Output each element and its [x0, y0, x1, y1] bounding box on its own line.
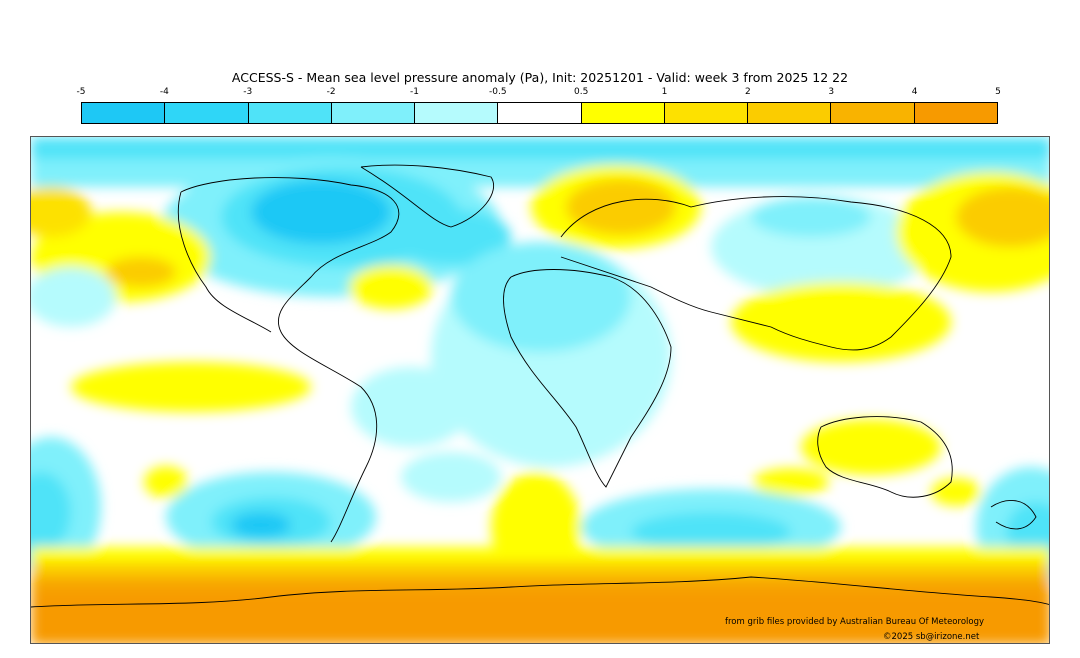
- colorbar-tick-label: 0.5: [574, 87, 589, 97]
- colorbar-tick-label: 1: [661, 87, 668, 97]
- colorbar-segment: [248, 103, 332, 123]
- source-credit: from grib files provided by Australian B…: [725, 617, 985, 627]
- colorbar-tick-label: 2: [745, 87, 751, 97]
- colorbar-segment: [748, 103, 832, 123]
- colorbar-segment: [331, 103, 416, 123]
- map-title: ACCESS-S - Mean sea level pressure anoma…: [231, 70, 849, 85]
- colorbar-tick-label: 4: [911, 87, 918, 97]
- coastlines: [31, 164, 1049, 608]
- colorbar-segment: [831, 103, 915, 123]
- colorbar-tick-label: -2: [326, 87, 336, 97]
- anomaly-field: [31, 137, 1049, 643]
- colorbar-segment: [82, 103, 166, 123]
- colorbar-tick-label: -4: [159, 87, 169, 97]
- colorbar-tick-label: -3: [243, 87, 253, 97]
- colorbar-segment: [165, 103, 249, 123]
- colorbar-segment: [581, 103, 665, 123]
- colorbar-tick-label: -1: [409, 87, 419, 97]
- colorbar-tick-labels: -5 -4 -3 -2 -1 -0.5 0.5 1 2 3 4 5: [77, 87, 1001, 99]
- colorbar: [81, 102, 998, 124]
- colorbar-tick-label: -0.5: [489, 87, 507, 97]
- colorbar-segment: [415, 103, 499, 123]
- colorbar-segment: [498, 103, 582, 123]
- map-svg: [31, 137, 1049, 643]
- colorbar-segment: [914, 103, 997, 123]
- anomaly-map: [30, 136, 1050, 644]
- colorbar-tick-label: -5: [76, 87, 86, 97]
- colorbar-tick-label: 3: [828, 87, 835, 97]
- colorbar-segment: [664, 103, 749, 123]
- copyright-credit: ©2025 sb@irizone.net: [883, 632, 980, 642]
- colorbar-tick-label: 5: [995, 87, 1001, 97]
